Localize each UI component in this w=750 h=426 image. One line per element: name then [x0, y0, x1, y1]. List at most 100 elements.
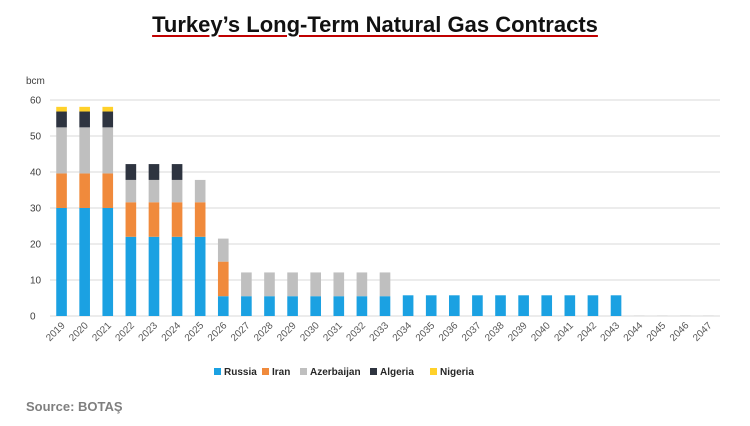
bar-iran-2025: [194, 202, 206, 237]
bar-russia-2026: [217, 296, 229, 316]
bar-russia-2040: [541, 295, 553, 316]
bar-russia-2019: [56, 208, 67, 316]
y-axis-unit-label: bcm: [26, 76, 45, 87]
x-tick-label: 2041: [552, 320, 576, 344]
x-tick-label: 2020: [67, 320, 91, 344]
bars: [56, 106, 714, 316]
legend-label-iran: Iran: [272, 367, 290, 378]
legend-swatch-russia: [214, 368, 221, 375]
bar-azerbaijan-2022: [125, 179, 137, 203]
bar-azerbaijan-2025: [194, 179, 206, 203]
x-tick-label: 2030: [298, 320, 322, 344]
bar-russia-2027: [241, 296, 252, 316]
bar-empty-2044: [633, 315, 645, 316]
bar-algeria-2021: [102, 111, 114, 128]
y-tick-label: 40: [30, 168, 42, 179]
legend: Russia Iran Azerbaijan Algeria Nigeria: [214, 367, 474, 378]
bar-russia-2038: [495, 295, 506, 316]
bar-algeria-2020: [79, 111, 90, 128]
bar-russia-2025: [194, 236, 206, 316]
x-tick-label: 2023: [137, 320, 161, 344]
x-tick-label: 2031: [321, 320, 345, 344]
x-tick-label: 2046: [668, 320, 692, 344]
bar-iran-2026: [217, 261, 229, 297]
bar-azerbaijan-2032: [356, 272, 368, 297]
bar-russia-2037: [472, 295, 483, 316]
x-tick-label: 2037: [460, 320, 484, 344]
x-tick-label: 2028: [252, 320, 276, 344]
x-tick-label: 2026: [206, 320, 230, 344]
legend-label-nigeria: Nigeria: [440, 367, 474, 378]
bar-nigeria-2020: [79, 106, 90, 112]
bar-algeria-2024: [171, 164, 183, 180]
bar-empty-2046: [680, 315, 691, 316]
bar-iran-2022: [125, 202, 137, 237]
y-tick-label: 50: [30, 132, 42, 143]
bar-azerbaijan-2026: [217, 238, 229, 262]
y-tick-label: 20: [30, 240, 42, 251]
bar-russia-2031: [333, 296, 345, 316]
bar-russia-2035: [425, 295, 437, 316]
bar-azerbaijan-2023: [148, 179, 160, 203]
bar-empty-2045: [656, 315, 668, 316]
x-tick-label: 2042: [576, 320, 600, 344]
x-tick-label: 2024: [160, 320, 184, 344]
bar-algeria-2023: [148, 164, 160, 180]
bar-azerbaijan-2020: [79, 127, 90, 174]
legend-swatch-algeria: [370, 368, 377, 375]
legend-swatch-nigeria: [430, 368, 437, 375]
source-note: Source: BOTAŞ: [26, 399, 123, 414]
bar-iran-2024: [171, 202, 183, 237]
x-tick-label: 2025: [183, 320, 207, 344]
bar-russia-2030: [310, 296, 322, 316]
y-tick-label: 60: [30, 96, 42, 107]
bar-azerbaijan-2031: [333, 272, 345, 297]
bar-azerbaijan-2033: [379, 272, 391, 297]
bar-azerbaijan-2019: [56, 127, 67, 174]
legend-label-azerbaijan: Azerbaijan: [310, 367, 361, 378]
x-tick-label: 2045: [645, 320, 669, 344]
x-tick-label: 2040: [529, 320, 553, 344]
x-tick-label: 2019: [44, 320, 68, 344]
x-tick-label: 2022: [113, 320, 137, 344]
bar-azerbaijan-2029: [287, 272, 298, 297]
bar-iran-2019: [56, 173, 67, 208]
bar-algeria-2022: [125, 164, 137, 180]
bar-russia-2041: [564, 295, 576, 316]
x-axis-ticks: 2019 2020 2021 2022 2023 2024 2025 2026 2027 2028…: [44, 320, 715, 344]
x-tick-label: 2034: [391, 320, 415, 344]
x-tick-label: 2029: [275, 320, 299, 344]
bar-russia-2021: [102, 208, 114, 316]
bar-iran-2020: [79, 173, 90, 208]
bar-russia-2029: [287, 296, 298, 316]
y-tick-label: 10: [30, 276, 42, 287]
bar-azerbaijan-2030: [310, 272, 322, 297]
bar-iran-2023: [148, 202, 160, 237]
bar-nigeria-2021: [102, 106, 114, 112]
bar-russia-2023: [148, 236, 160, 316]
bar-russia-2036: [448, 295, 460, 316]
bar-russia-2033: [379, 296, 391, 316]
x-tick-label: 2033: [368, 320, 392, 344]
legend-swatch-azerbaijan: [300, 368, 307, 375]
y-axis-ticks: 0 10 20 30 40 50 60: [30, 96, 42, 323]
bar-azerbaijan-2021: [102, 127, 114, 174]
x-tick-label: 2044: [622, 320, 646, 344]
bar-azerbaijan-2028: [264, 272, 275, 297]
bar-empty-2047: [703, 315, 714, 316]
bar-azerbaijan-2024: [171, 179, 183, 203]
legend-swatch-iran: [262, 368, 269, 375]
legend-label-russia: Russia: [224, 367, 257, 378]
chart-title: Turkey’s Long-Term Natural Gas Contracts: [152, 12, 598, 37]
bar-russia-2022: [125, 236, 137, 316]
x-tick-label: 2032: [345, 320, 369, 344]
bar-russia-2042: [587, 295, 599, 316]
x-tick-label: 2039: [506, 320, 530, 344]
bar-russia-2034: [402, 295, 414, 316]
x-tick-label: 2035: [414, 320, 438, 344]
legend-label-algeria: Algeria: [380, 367, 414, 378]
y-tick-label: 30: [30, 204, 42, 215]
y-tick-label: 0: [30, 312, 36, 323]
x-tick-label: 2021: [90, 320, 114, 344]
